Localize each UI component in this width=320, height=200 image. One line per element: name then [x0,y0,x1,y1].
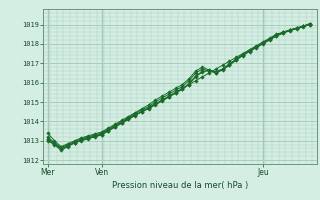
X-axis label: Pression niveau de la mer( hPa ): Pression niveau de la mer( hPa ) [112,181,248,190]
